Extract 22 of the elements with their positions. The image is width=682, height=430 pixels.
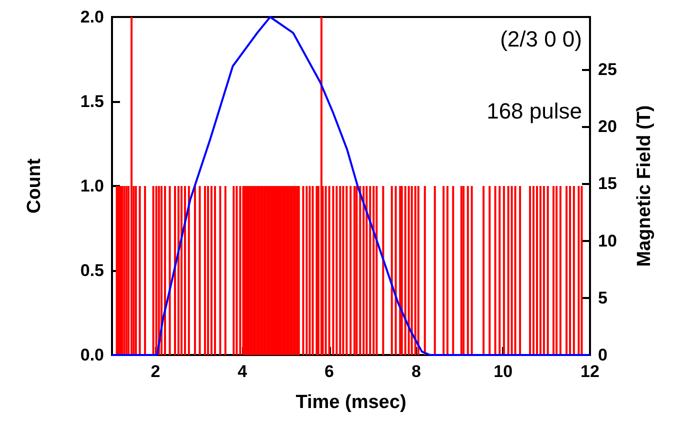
y2-tick-label: 10 [598, 231, 617, 250]
y-tick-label: 1.5 [80, 92, 104, 111]
x-tick-label: 8 [411, 362, 421, 381]
annotation: (2/3 0 0) [500, 26, 582, 52]
y2-tick-label: 0 [598, 346, 608, 364]
y-tick-label: 0.5 [80, 261, 104, 280]
x-tick-label: 2 [150, 362, 160, 381]
y2-tick-label: 5 [598, 288, 608, 308]
x-tick-label: 4 [238, 362, 248, 381]
x-axis-title: Time (msec) [296, 392, 406, 413]
y-tick-label: 1.0 [80, 176, 104, 196]
x-tick-label: 12 [580, 362, 600, 381]
y2-tick-label: 20 [598, 117, 617, 136]
y2-tick-label: 25 [598, 60, 617, 80]
x-tick-label: 10 [494, 362, 513, 381]
x-tick-label: 6 [324, 362, 334, 381]
y-axis-title: Count [24, 158, 45, 214]
annotation: 168 pulse [486, 98, 582, 124]
y-tick-label: 2.0 [80, 8, 104, 26]
y-tick-label: 0.0 [80, 346, 104, 364]
y2-tick-label: 15 [598, 174, 617, 194]
y2-axis-title: Magnetic Field (T) [634, 105, 655, 267]
